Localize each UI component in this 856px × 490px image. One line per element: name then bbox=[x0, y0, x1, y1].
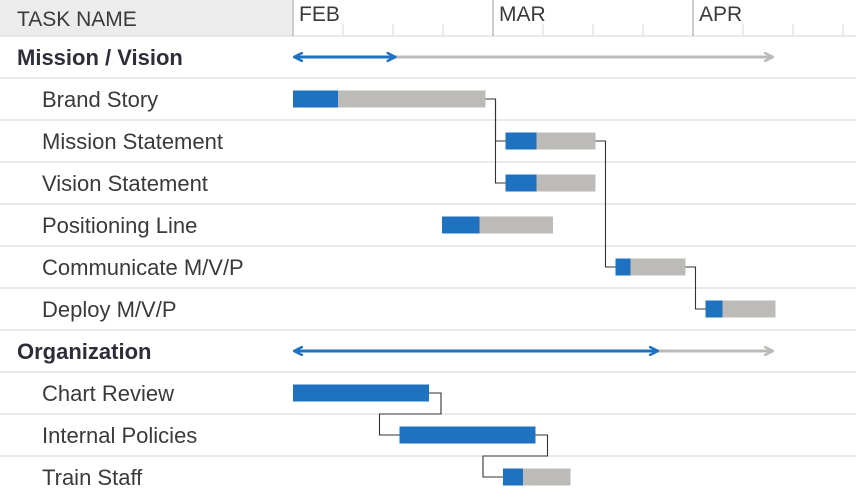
month-label: FEB bbox=[299, 3, 340, 26]
task-label: Communicate M/V/P bbox=[42, 255, 244, 280]
task-label: Vision Statement bbox=[42, 171, 208, 196]
dependency-connector bbox=[378, 392, 442, 436]
task-label: Positioning Line bbox=[42, 213, 197, 238]
month-label: MAR bbox=[499, 3, 546, 26]
task-bar-progress bbox=[442, 216, 480, 234]
month-labels: FEB MAR APR bbox=[299, 3, 742, 26]
task-bar-progress bbox=[399, 426, 536, 444]
task-bar-remaining bbox=[615, 258, 686, 276]
task-bar-progress bbox=[293, 384, 429, 402]
task-label: Brand Story bbox=[42, 87, 158, 112]
group-label: Mission / Vision bbox=[17, 45, 183, 70]
task-label: Internal Policies bbox=[42, 423, 197, 448]
task-label: Train Staff bbox=[42, 465, 143, 490]
task-bar-progress bbox=[503, 468, 523, 486]
task-bar-progress bbox=[505, 174, 537, 192]
task-bar-progress bbox=[293, 90, 338, 108]
dependency-connector bbox=[685, 266, 706, 310]
month-label: APR bbox=[699, 3, 742, 26]
task-bar-progress bbox=[505, 132, 537, 150]
task-bar-progress bbox=[705, 300, 723, 318]
task-bar-remaining bbox=[293, 90, 486, 108]
task-label: Mission Statement bbox=[42, 129, 223, 154]
group-label: Organization bbox=[17, 339, 151, 364]
task-bar-remaining bbox=[705, 300, 776, 318]
task-bar-progress bbox=[615, 258, 631, 276]
dependency-connector bbox=[595, 140, 616, 268]
dependency-connector bbox=[485, 98, 506, 184]
task-column-header-bg bbox=[0, 0, 292, 36]
task-label: Deploy M/V/P bbox=[42, 297, 177, 322]
task-column-header: TASK NAME bbox=[17, 8, 137, 31]
task-bars bbox=[293, 57, 776, 486]
task-rows: Mission / Vision Brand Story Mission State… bbox=[17, 45, 244, 490]
dependency-connectors bbox=[378, 98, 706, 478]
dependency-connector bbox=[482, 434, 549, 478]
task-label: Chart Review bbox=[42, 381, 174, 406]
